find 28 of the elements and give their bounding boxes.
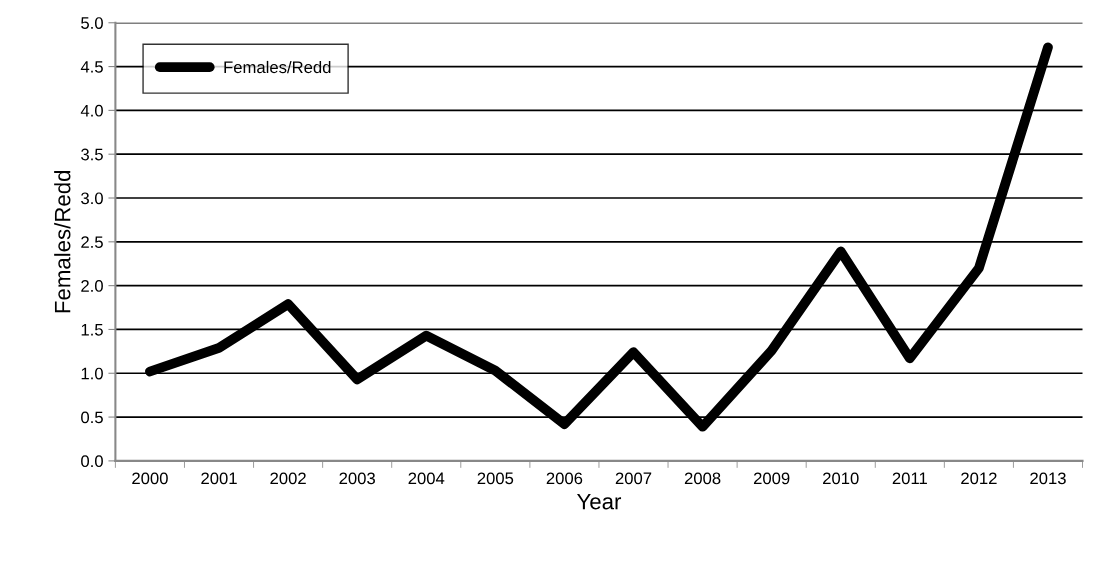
y-tick-label: 0.5 — [81, 411, 103, 424]
y-axis-title: Females/Redd — [54, 171, 71, 313]
x-tick-label: 2011 — [892, 472, 927, 485]
x-tick-label: 2004 — [408, 472, 445, 485]
y-tick-label: 1.0 — [81, 367, 103, 380]
y-tick-label: 3.5 — [81, 148, 103, 161]
x-tick-label: 2000 — [132, 472, 168, 485]
x-axis-title: Year — [576, 493, 622, 510]
x-tick-label: 2008 — [684, 472, 721, 485]
x-tick-label: 2006 — [546, 472, 583, 485]
y-tick-label: 2.0 — [81, 280, 103, 292]
x-tick-label: 2003 — [339, 472, 375, 485]
x-tick-label: 2010 — [823, 472, 859, 485]
x-tick-label: 2001 — [201, 472, 237, 485]
y-tick-label: 2.5 — [81, 236, 103, 249]
legend-label: Females/Redd — [224, 60, 331, 74]
y-tick-label: 0.0 — [81, 455, 103, 468]
y-tick-label: 3.0 — [81, 192, 103, 205]
y-tick-label: 1.5 — [81, 324, 103, 336]
y-tick-label: 4.5 — [80, 61, 103, 73]
y-tick-label: 5.0 — [81, 17, 103, 29]
x-tick-label: 2007 — [615, 472, 652, 485]
x-tick-label: 2009 — [753, 472, 790, 485]
x-tick-label: 2012 — [961, 472, 997, 485]
x-tick-label: 2005 — [477, 472, 514, 485]
x-tick-label: 2013 — [1030, 472, 1066, 485]
y-tick-label: 4.0 — [80, 104, 103, 117]
x-tick-label: 2002 — [270, 472, 306, 485]
